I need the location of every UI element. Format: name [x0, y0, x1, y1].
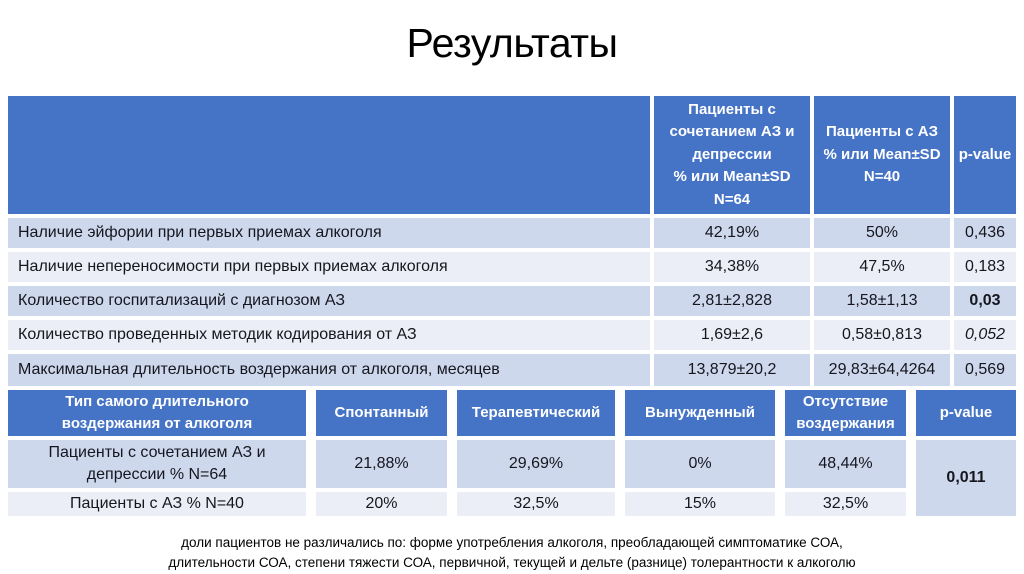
table-row: Максимальная длительность воздержания от…: [8, 350, 1016, 386]
az-value: 29,83±64,4264: [812, 350, 954, 386]
p-value-significant: 0,03: [952, 282, 1016, 318]
row-label: Наличие эйфории при первых приемах алког…: [8, 214, 654, 250]
comorbid-value: 2,81±2,828: [652, 282, 814, 318]
p-value: 0,569: [952, 350, 1016, 386]
row-label: Количество проведенных методик кодирован…: [8, 316, 654, 352]
table1-header-comorbid-group: Пациенты с сочетанием АЗ и депрессии % и…: [652, 96, 814, 216]
abstinence-type-table: Тип самого длительного воздержания от ал…: [8, 390, 1016, 516]
comorbid-value: 1,69±2,6: [652, 316, 814, 352]
table1-header-empty: [8, 96, 654, 216]
p-value: 0,436: [952, 214, 1016, 250]
comorbid-value: 13,879±20,2: [652, 350, 814, 386]
comorbid-value: 42,19%: [652, 214, 814, 250]
az-value: 1,58±1,13: [812, 282, 954, 318]
forced-value: 15%: [620, 488, 785, 516]
table2-header-pvalue: p-value: [911, 390, 1016, 438]
table-row: Пациенты с АЗ % N=40 20% 32,5% 15% 32,5%: [8, 488, 1016, 516]
row-label: Количество госпитализаций с диагнозом АЗ: [8, 282, 654, 318]
table1-header-row: Пациенты с сочетанием АЗ и депрессии % и…: [8, 96, 1016, 216]
table2-header-spontaneous: Спонтанный: [311, 390, 457, 438]
p-value-merged: 0,011: [911, 436, 1016, 516]
footnote-text: доли пациентов не различались по: форме …: [168, 535, 856, 570]
table2-header-forced: Вынужденный: [620, 390, 785, 438]
table2-header-type: Тип самого длительного воздержания от ал…: [8, 390, 316, 438]
table-row: Пациенты с сочетанием АЗ и депрессии % N…: [8, 436, 1016, 516]
row-label: Пациенты с АЗ % N=40: [8, 488, 316, 516]
no-abstinence-value: 32,5%: [780, 488, 916, 516]
table1-header-pvalue: p-value: [952, 96, 1016, 216]
table-row: Количество госпитализаций с диагнозом АЗ…: [8, 282, 1016, 318]
az-value: 0,58±0,813: [812, 316, 954, 352]
az-value: 50%: [812, 214, 954, 250]
row-label: Максимальная длительность воздержания от…: [8, 350, 654, 386]
table2-header-no-abstinence: Отсутствие воздержания: [780, 390, 916, 438]
table-row: Наличие эйфории при первых приемах алког…: [8, 214, 1016, 250]
page-title: Результаты: [406, 20, 618, 66]
therapeutic-value: 29,69%: [452, 436, 625, 490]
forced-value: 0%: [620, 436, 785, 490]
comparison-table-main: Пациенты с сочетанием АЗ и депрессии % и…: [8, 96, 1016, 386]
p-value: 0,183: [952, 248, 1016, 284]
therapeutic-value: 32,5%: [452, 488, 625, 516]
az-value: 47,5%: [812, 248, 954, 284]
row-label: Наличие непереносимости при первых прием…: [8, 248, 654, 284]
table-row: Наличие непереносимости при первых прием…: [8, 248, 1016, 284]
table2-header-row: Тип самого длительного воздержания от ал…: [8, 390, 1016, 438]
table1-header-az-group: Пациенты с АЗ % или Mean±SD N=40: [812, 96, 954, 216]
row-label: Пациенты с сочетанием АЗ и депрессии % N…: [8, 436, 316, 490]
comorbid-value: 34,38%: [652, 248, 814, 284]
table2-header-therapeutic: Терапевтический: [452, 390, 625, 438]
table-row: Количество проведенных методик кодирован…: [8, 316, 1016, 352]
no-abstinence-value: 48,44%: [780, 436, 916, 490]
spontaneous-value: 20%: [311, 488, 457, 516]
p-value-trend: 0,052: [952, 316, 1016, 352]
spontaneous-value: 21,88%: [311, 436, 457, 490]
